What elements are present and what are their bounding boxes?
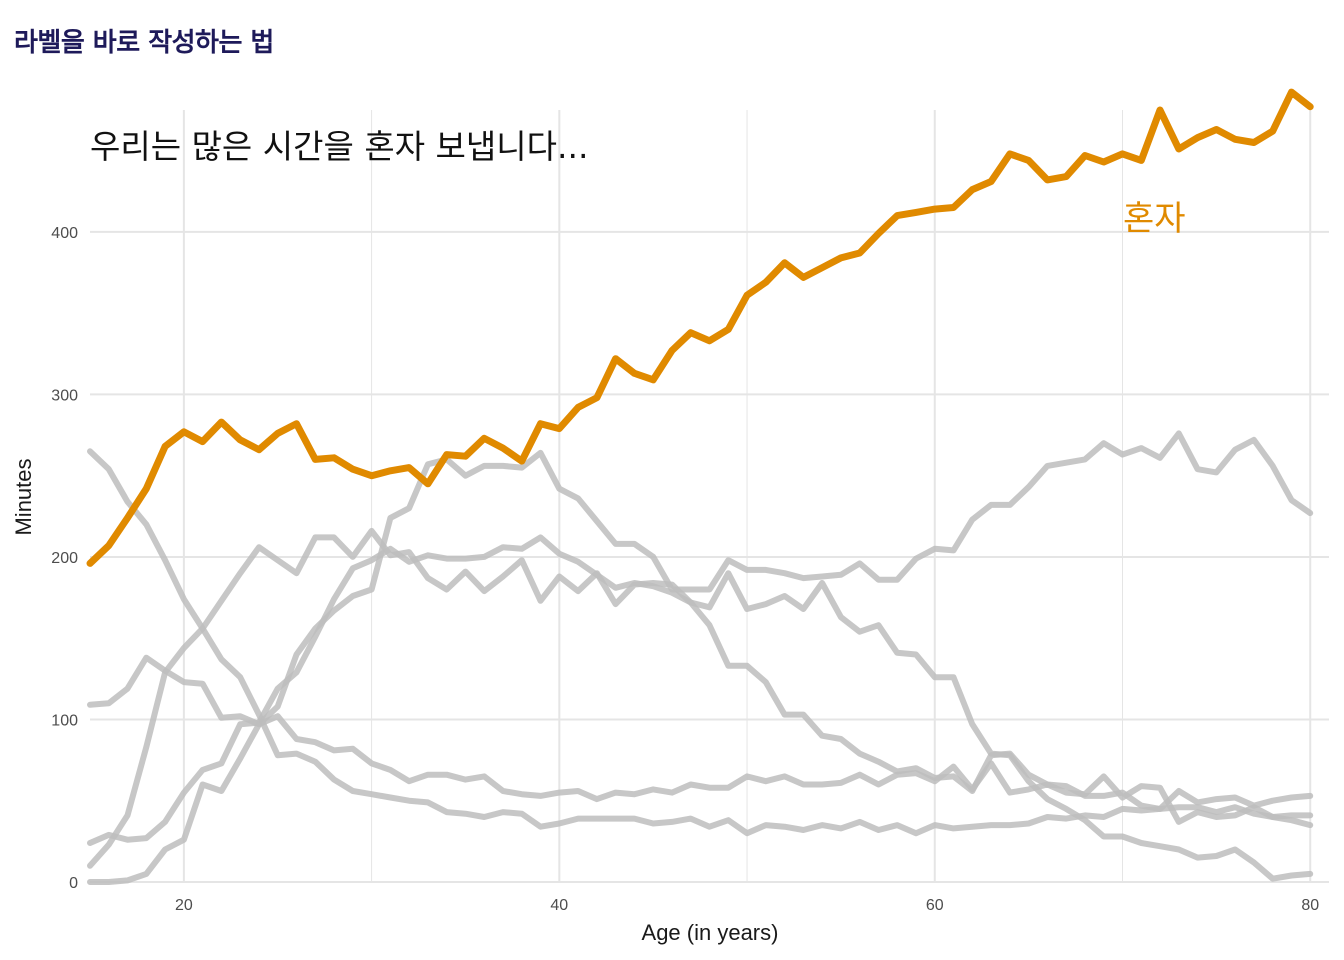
page-title: 라벨을 바로 작성하는 법 — [14, 28, 274, 58]
series-line-highlight — [86, 88, 1314, 567]
highlight-series-label: 혼자 — [1123, 199, 1186, 239]
series-line-3 — [87, 534, 1314, 882]
chart-annotation: 우리는 많은 시간을 혼자 보냅니다... — [90, 127, 588, 166]
series-line-1 — [87, 448, 1314, 837]
x-tick-label: 80 — [1301, 897, 1319, 914]
y-tick-label: 200 — [51, 550, 78, 567]
y-axis-title: Minutes — [11, 458, 36, 535]
x-tick-label: 40 — [550, 897, 568, 914]
y-tick-label: 0 — [69, 875, 78, 892]
axis-ticks: 20 40 60 80 0 100 200 300 400 — [51, 225, 1319, 914]
series-group-highlight — [86, 88, 1314, 567]
series-group-others — [87, 430, 1314, 885]
series-line-4 — [87, 527, 1314, 869]
x-axis-title: Age (in years) — [642, 920, 779, 945]
x-tick-label: 20 — [175, 897, 193, 914]
chart-grid — [90, 110, 1329, 883]
y-tick-label: 400 — [51, 225, 78, 242]
y-tick-label: 100 — [51, 712, 78, 729]
y-tick-label: 300 — [51, 387, 78, 404]
series-line-2 — [87, 654, 1314, 825]
x-tick-label: 60 — [926, 897, 944, 914]
series-line-5 — [87, 430, 1314, 885]
